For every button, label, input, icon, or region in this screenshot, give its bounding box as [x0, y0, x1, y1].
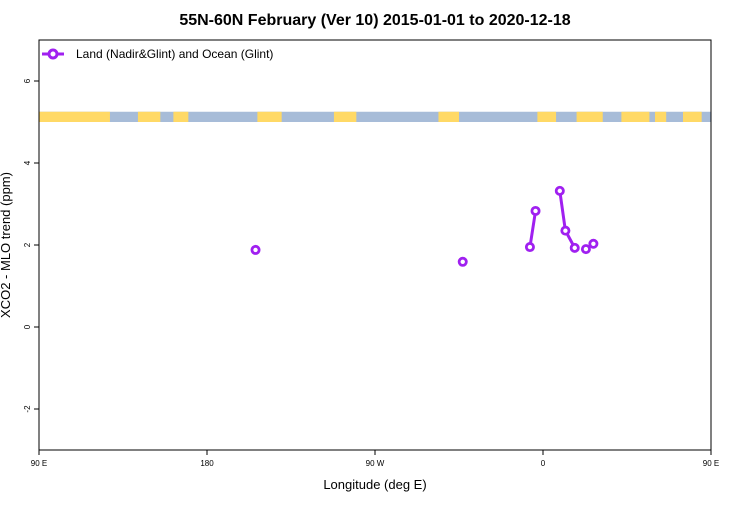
series-0-point-5: [560, 225, 571, 236]
legend-label: Land (Nadir&Glint) and Ocean (Glint): [76, 47, 273, 61]
y-tick-label-4: 6: [23, 78, 32, 83]
series-0-point-8: [588, 238, 599, 249]
land-segment-9: [655, 111, 667, 122]
x-tick-label-1: 180: [200, 459, 214, 468]
land-ocean-strip: [39, 111, 711, 122]
series-0-point-6: [569, 242, 580, 253]
x-tick-label-4: 90 E: [703, 459, 719, 468]
series-0-point-3: [530, 205, 541, 216]
x-tick-label-2: 90 W: [366, 459, 385, 468]
y-tick-label-3: 4: [23, 160, 32, 165]
series-0-point-1: [457, 256, 468, 267]
legend: Land (Nadir&Glint) and Ocean (Glint): [42, 47, 273, 61]
land-segment-6: [537, 111, 557, 122]
chart-title: 55N-60N February (Ver 10) 2015-01-01 to …: [179, 12, 570, 29]
land-segment-4: [333, 111, 357, 122]
y-axis-label: XCO2 - MLO trend (ppm): [0, 172, 13, 318]
ocean-band: [39, 111, 711, 122]
x-tick-label-3: 0: [541, 459, 546, 468]
series-0-line-segment-1: [558, 189, 577, 250]
series-0-point-4: [554, 185, 565, 196]
land-segment-8: [621, 111, 650, 122]
axis-ticks: 90 E 180 90 W 0 90 E -2 0 2 4 6: [23, 78, 719, 468]
y-tick-label-0: -2: [23, 405, 32, 413]
land-segment-2: [173, 111, 189, 122]
land-segment-7: [576, 111, 603, 122]
series-layer: [250, 185, 599, 267]
series-0-point-0: [250, 244, 261, 255]
series-0-point-7: [580, 244, 591, 255]
series-0-point-2: [524, 242, 535, 253]
land-segment-0: [39, 111, 110, 122]
legend-marker-swatch: [47, 48, 59, 60]
land-segment-5: [438, 111, 459, 122]
x-tick-label-0: 90 E: [31, 459, 47, 468]
series-0-line-segment-0: [528, 209, 538, 249]
plot-frame: [38, 39, 712, 451]
land-segment-10: [683, 111, 702, 122]
y-tick-label-1: 0: [23, 324, 32, 329]
y-tick-label-2: 2: [23, 242, 32, 247]
land-segment-1: [137, 111, 161, 122]
x-axis-label: Longitude (deg E): [323, 477, 426, 492]
land-segment-3: [257, 111, 282, 122]
